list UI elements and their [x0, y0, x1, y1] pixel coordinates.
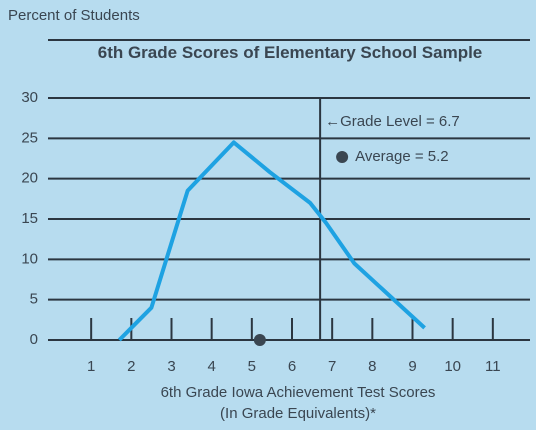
x-tick-label: 2 [127, 358, 135, 375]
x-tick-label: 10 [444, 358, 461, 375]
y-axis-label: Percent of Students [8, 7, 140, 24]
x-tick-label: 5 [248, 358, 256, 375]
x-axis-label: 6th Grade Iowa Achievement Test Scores [161, 384, 436, 401]
x-axis-note: (In Grade Equivalents)* [220, 405, 376, 422]
y-tick-label: 20 [21, 170, 38, 187]
y-tick-label: 10 [21, 250, 38, 267]
x-tick-label: 1 [87, 358, 95, 375]
y-tick-label: 15 [21, 210, 38, 227]
y-tick-label: 0 [30, 331, 38, 348]
x-tick-label: 9 [408, 358, 416, 375]
y-tick-label: 5 [30, 291, 38, 308]
chart-title: 6th Grade Scores of Elementary School Sa… [97, 43, 483, 62]
x-tick-label: 6 [288, 358, 296, 375]
x-tick-label: 7 [328, 358, 336, 375]
average-marker [253, 334, 266, 346]
average-legend-dot [336, 151, 349, 163]
x-tick-label: 11 [485, 358, 501, 375]
x-tick-label: 4 [207, 358, 215, 375]
data-line [117, 140, 426, 342]
x-tick-label: 8 [368, 358, 376, 375]
y-tick-label: 30 [21, 89, 38, 106]
y-tick-label: 25 [21, 129, 38, 146]
grade-level-label: ←Grade Level = 6.7 [325, 113, 460, 130]
average-label: Average = 5.2 [355, 148, 449, 165]
x-tick-label: 3 [167, 358, 175, 375]
